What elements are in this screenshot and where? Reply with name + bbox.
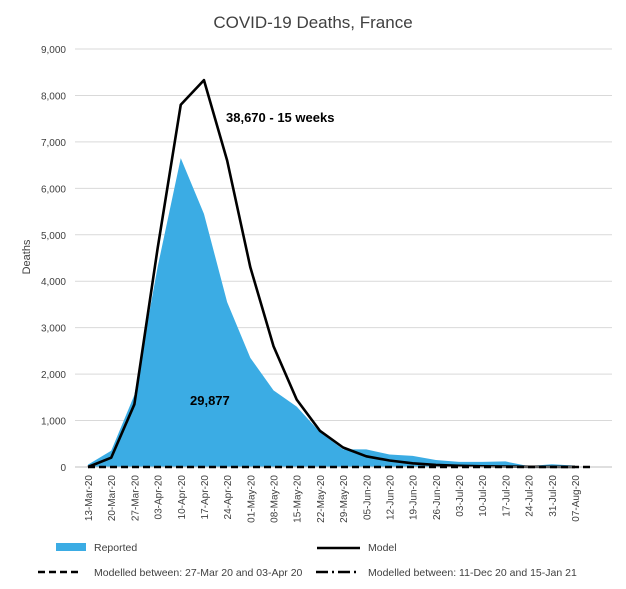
x-tick-label: 17-Jul-20 [501, 475, 512, 517]
x-tick-label: 05-Jun-20 [362, 475, 373, 520]
x-tick-label: 03-Apr-20 [154, 475, 165, 520]
x-tick-label: 10-Apr-20 [177, 475, 188, 520]
x-tick-labels: 13-Mar-20 20-Mar-20 27-Mar-20 03-Apr-20 10-A… [84, 475, 582, 523]
x-tick-label: 07-Aug-20 [571, 475, 582, 522]
x-tick-label: 22-May-20 [316, 475, 327, 523]
x-tick-label: 01-May-20 [246, 475, 257, 523]
x-tick-label: 26-Jun-20 [432, 475, 443, 520]
y-tick-label: 6,000 [41, 184, 66, 195]
x-tick-label: 13-Mar-20 [84, 475, 95, 522]
x-tick-label: 29-May-20 [339, 475, 350, 523]
y-tick-labels: 0 1,000 2,000 3,000 4,000 5,000 6,000 7,000 8,00… [41, 45, 66, 474]
x-tick-label: 19-Jun-20 [409, 475, 420, 520]
y-tick-label: 4,000 [41, 277, 66, 288]
y-tick-label: 1,000 [41, 417, 66, 428]
legend-label-dashed: Modelled between: 27-Mar 20 and 03-Apr 2… [94, 567, 303, 579]
x-tick-label: 10-Jul-20 [478, 475, 489, 517]
plot-series [87, 78, 576, 469]
model-total-annotation: 38,670 - 15 weeks [226, 110, 334, 125]
series-line-model [87, 78, 576, 469]
x-tick-label: 24-Jul-20 [525, 475, 536, 517]
x-tick-label: 27-Mar-20 [130, 475, 141, 522]
legend-label-model: Model [368, 542, 397, 554]
x-tick-label: 31-Jul-20 [548, 475, 559, 517]
x-tick-label: 24-Apr-20 [223, 475, 234, 520]
y-tick-label: 5,000 [41, 231, 66, 242]
y-tick-label: 0 [60, 463, 66, 474]
x-tick-label: 08-May-20 [270, 475, 281, 523]
legend-label-dashdot: Modelled between: 11-Dec 20 and 15-Jan 2… [368, 567, 577, 579]
series-area-reported [88, 158, 575, 467]
reported-total-annotation: 29,877 [190, 393, 230, 408]
x-tick-label: 15-May-20 [293, 475, 304, 523]
legend-label-reported: Reported [94, 542, 137, 554]
x-tick-label: 03-Jul-20 [455, 475, 466, 517]
y-tick-label: 9,000 [41, 45, 66, 56]
x-tick-label: 12-Jun-20 [385, 475, 396, 520]
y-tick-label: 8,000 [41, 91, 66, 102]
legend-swatch-reported [56, 543, 86, 551]
x-tick-label: 17-Apr-20 [200, 475, 211, 520]
chart-title: COVID-19 Deaths, France [213, 13, 412, 32]
y-tick-label: 2,000 [41, 370, 66, 381]
x-tick-label: 20-Mar-20 [107, 475, 118, 522]
y-tick-label: 7,000 [41, 138, 66, 149]
y-tick-label: 3,000 [41, 324, 66, 335]
legend: Reported Model Modelled between: 27-Mar … [38, 542, 577, 579]
y-axis-label: Deaths [21, 239, 33, 274]
